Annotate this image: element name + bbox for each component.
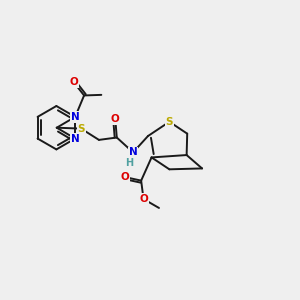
Text: S: S <box>166 117 173 127</box>
Text: O: O <box>69 77 78 87</box>
Text: H: H <box>125 158 134 168</box>
Text: O: O <box>139 194 148 204</box>
Text: N: N <box>71 134 80 144</box>
Text: O: O <box>111 114 120 124</box>
Text: N: N <box>129 147 137 158</box>
Text: O: O <box>120 172 129 182</box>
Text: N: N <box>71 112 80 122</box>
Text: S: S <box>77 124 85 134</box>
